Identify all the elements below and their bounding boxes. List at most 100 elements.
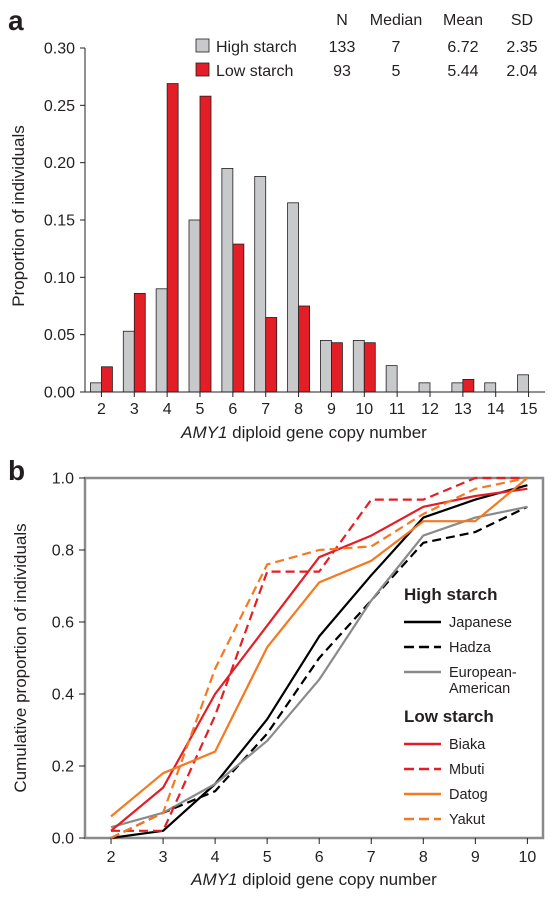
- x-axis-title: AMY1 diploid gene copy number: [190, 870, 437, 889]
- x-axis-title-rest: diploid gene copy number: [237, 870, 437, 889]
- x-tick-label: 6: [228, 401, 237, 418]
- x-axis-title: AMY1 diploid gene copy number: [180, 423, 427, 442]
- series-line-biaka: [110, 487, 528, 832]
- bar-low-starch: [462, 378, 475, 393]
- x-tick-label: 10: [518, 849, 536, 866]
- x-tick-label: 5: [263, 849, 272, 866]
- legend-label: Japanese: [449, 615, 512, 631]
- y-tick-label: 0.8: [52, 543, 74, 560]
- bar-high-starch: [517, 374, 529, 393]
- panel-b-label: b: [8, 455, 25, 486]
- x-tick-label: 14: [487, 401, 505, 418]
- x-tick-label: 3: [130, 401, 139, 418]
- x-axis-title-gene: AMY1: [180, 423, 227, 442]
- y-tick-label: 0.15: [44, 213, 75, 230]
- x-tick-label: 6: [315, 849, 324, 866]
- y-tick-label: 0.2: [52, 759, 74, 776]
- bar-high-starch: [90, 382, 102, 393]
- x-tick-label: 4: [211, 849, 220, 866]
- bar-low-starch: [363, 342, 376, 393]
- stats-value: 5.44: [447, 63, 478, 80]
- legend-label: Low starch: [216, 63, 293, 80]
- stats-header: N: [336, 12, 348, 29]
- x-tick-label: 7: [261, 401, 270, 418]
- stats-value: 93: [333, 63, 351, 80]
- y-tick-label: 0.05: [44, 327, 75, 344]
- x-tick-label: 4: [163, 401, 172, 418]
- x-tick-label: 7: [367, 849, 376, 866]
- axes: 0.0 0.2 0.4 0.6 0.8 1.0 2 3 4 5 6 7 8 9 10: [52, 471, 537, 867]
- x-tick-label: 5: [196, 401, 205, 418]
- x-tick-label: 2: [97, 401, 106, 418]
- stats-value: 6.72: [447, 39, 478, 56]
- legend-label: Yakut: [449, 812, 485, 828]
- legend-label: European-: [449, 665, 517, 681]
- legend-label: Hadza: [449, 640, 492, 656]
- stats-value: 5: [392, 63, 401, 80]
- bars: [90, 83, 529, 393]
- bar-high-starch: [122, 330, 135, 393]
- stats-value: 2.35: [506, 39, 537, 56]
- x-axis-title-rest: diploid gene copy number: [227, 423, 427, 442]
- legend-swatch: [195, 38, 210, 53]
- stats-header: SD: [511, 12, 533, 29]
- legend-group-title: Low starch: [404, 707, 494, 726]
- y-tick-label: 0.00: [44, 385, 75, 402]
- x-axis: 2 3 4 5 6 7 8 9 10 11 12 13 14 15: [85, 391, 545, 418]
- stats-table: N Median Mean SD High starch 133 7 6.72 2.35 Low …: [195, 12, 538, 80]
- stats-value: 2.04: [506, 63, 537, 80]
- x-tick-label: 8: [419, 849, 428, 866]
- panel-b-line-chart: b 0.0 0.2 0.4 0.6 0.8 1.0 2 3 4 5 6 7 8 9 10 High star…: [8, 455, 545, 889]
- series-line-hadza: [110, 505, 528, 839]
- x-tick-label: 9: [327, 401, 336, 418]
- bar-low-starch: [133, 292, 146, 393]
- y-axis: 0.00 0.05 0.10 0.15 0.20 0.25 0.30: [44, 41, 86, 402]
- y-tick-label: 0.4: [52, 687, 74, 704]
- legend-label: Mbuti: [449, 762, 484, 778]
- stats-value: 7: [392, 39, 401, 56]
- legend-label: High starch: [216, 39, 297, 56]
- bar-low-starch: [166, 83, 179, 393]
- y-tick-label: 1.0: [52, 471, 74, 488]
- bar-low-starch: [298, 305, 310, 393]
- y-tick-label: 0.30: [44, 41, 75, 58]
- panel-a-label: a: [8, 5, 24, 36]
- bar-high-starch: [254, 176, 267, 393]
- x-tick-label: 12: [421, 401, 439, 418]
- bar-high-starch: [287, 202, 299, 393]
- bar-high-starch: [484, 382, 497, 393]
- bar-high-starch: [418, 382, 431, 393]
- x-tick-label: 2: [107, 849, 116, 866]
- y-tick-label: 0.0: [52, 831, 74, 848]
- bar-high-starch: [188, 219, 201, 393]
- series-line-datog: [110, 477, 529, 818]
- x-tick-label: 15: [520, 401, 538, 418]
- series-lines: [110, 476, 529, 840]
- y-tick-label: 0.20: [44, 155, 75, 172]
- x-axis-title-gene: AMY1: [190, 870, 237, 889]
- legend-swatch: [195, 62, 210, 77]
- series-line-japanese: [110, 484, 528, 840]
- bar-high-starch: [221, 167, 234, 393]
- x-tick-label: 11: [389, 401, 406, 418]
- bar-low-starch: [101, 366, 113, 393]
- y-tick-label: 0.6: [52, 615, 74, 632]
- x-tick-label: 9: [471, 849, 480, 866]
- series-line-mbuti: [111, 476, 528, 832]
- bar-high-starch: [320, 339, 332, 393]
- series-line-yakut: [110, 476, 528, 839]
- bar-low-starch: [265, 317, 278, 393]
- legend-label: Datog: [449, 787, 488, 803]
- x-tick-label: 13: [454, 401, 472, 418]
- legend-label: Biaka: [449, 737, 486, 753]
- y-axis-title: Cumulative proportion of individuals: [11, 523, 30, 792]
- x-tick-label: 3: [159, 849, 168, 866]
- bar-high-starch: [385, 365, 398, 393]
- bar-low-starch: [232, 243, 245, 393]
- bar-high-starch: [451, 382, 464, 393]
- legend: High starch Japanese Hadza European-America…: [404, 585, 517, 828]
- y-tick-label: 0.25: [44, 98, 75, 115]
- bar-high-starch: [352, 339, 365, 393]
